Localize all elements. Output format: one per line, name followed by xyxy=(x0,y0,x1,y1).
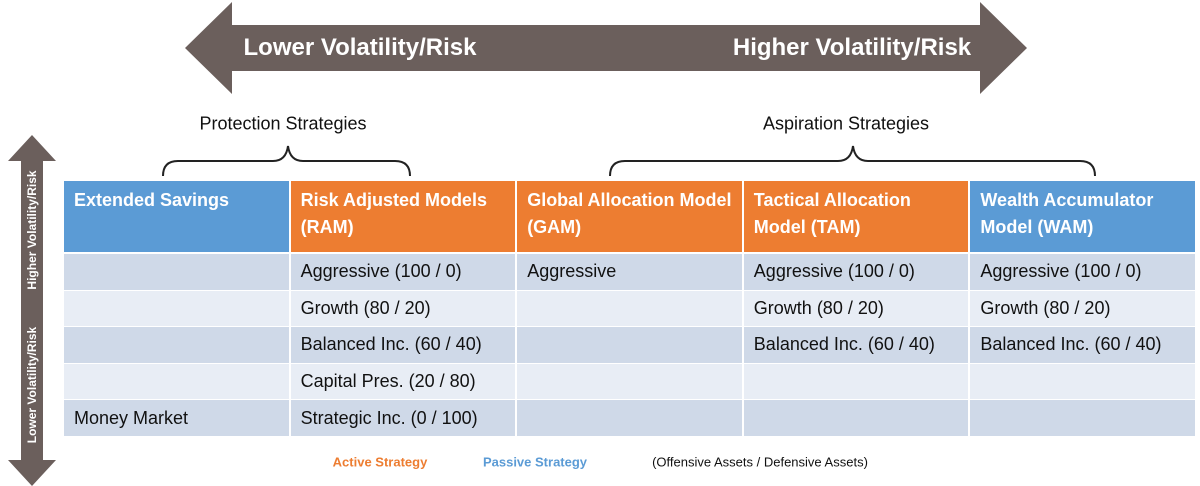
group-label: Protection Strategies xyxy=(199,113,367,134)
group-label: Aspiration Strategies xyxy=(762,113,930,134)
vertical-arrow xyxy=(8,135,56,486)
legend-item: (Offensive Assets / Defensive Assets) xyxy=(652,454,868,470)
column-header: Tactical Allocation Model (TAM) xyxy=(743,181,971,252)
table-cell xyxy=(64,327,291,364)
table-cell: Balanced Inc. (60 / 40) xyxy=(743,327,971,364)
table-cell xyxy=(517,327,744,364)
vertical-bottom: Lower Volatility/Risk xyxy=(25,326,39,444)
table-cell: Balanced Inc. (60 / 40) xyxy=(970,327,1197,364)
table-cell: Aggressive (100 / 0) xyxy=(290,254,518,291)
table-cell xyxy=(64,290,291,328)
table-cell xyxy=(743,363,971,401)
table-cell xyxy=(517,363,744,401)
column-header: Risk Adjusted Models (RAM) xyxy=(290,181,518,252)
horizontal-arrow xyxy=(185,2,1027,94)
column-header: Extended Savings xyxy=(64,181,291,252)
table-cell: Strategic Inc. (0 / 100) xyxy=(290,400,518,437)
protection-brace xyxy=(162,145,411,177)
scale-right: Higher Volatility/Risk xyxy=(732,34,972,61)
table-cell xyxy=(743,400,971,437)
scale-left: Lower Volatility/Risk xyxy=(243,34,477,61)
table-cell: Growth (80 / 20) xyxy=(970,290,1197,328)
table-cell xyxy=(517,290,744,328)
column-header: Global Allocation Model (GAM) xyxy=(517,181,744,252)
table-cell xyxy=(970,363,1197,401)
legend-item: Passive Strategy xyxy=(482,454,588,470)
column-header: Wealth Accumulator Model (WAM) xyxy=(970,181,1197,252)
table-cell: Aggressive xyxy=(517,254,744,291)
table-cell xyxy=(64,363,291,401)
table-cell: Growth (80 / 20) xyxy=(743,290,971,328)
table-cell: Growth (80 / 20) xyxy=(290,290,518,328)
table-cell xyxy=(64,254,291,291)
aspiration-brace xyxy=(609,145,1096,177)
table-cell: Aggressive (100 / 0) xyxy=(743,254,971,291)
table-cell: Balanced Inc. (60 / 40) xyxy=(290,327,518,364)
table-cell xyxy=(517,400,744,437)
table-cell xyxy=(970,400,1197,437)
table-cell: Capital Pres. (20 / 80) xyxy=(290,363,518,401)
table-cell: Aggressive (100 / 0) xyxy=(970,254,1197,291)
vertical-top: Higher Volatility/Risk xyxy=(25,170,39,290)
legend-item: Active Strategy xyxy=(332,454,428,470)
table-cell: Money Market xyxy=(64,400,291,437)
